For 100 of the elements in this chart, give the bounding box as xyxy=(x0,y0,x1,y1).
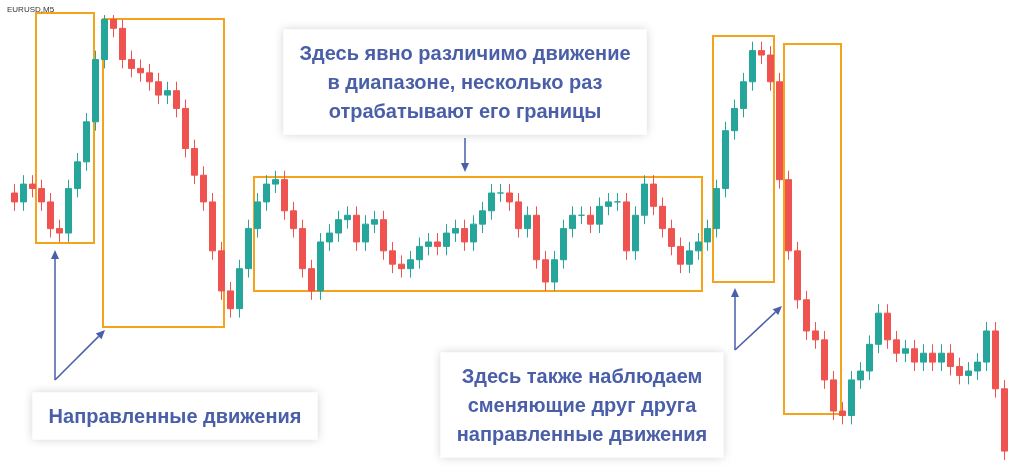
candlestick xyxy=(182,99,189,158)
candlestick xyxy=(245,219,252,279)
chart-title: EURUSD,M5 xyxy=(7,4,55,14)
candlestick xyxy=(20,174,27,212)
candlestick xyxy=(443,223,450,256)
candlestick xyxy=(506,183,513,212)
candlestick xyxy=(101,14,108,69)
candlestick xyxy=(344,205,351,230)
candlestick xyxy=(146,63,153,92)
candlestick xyxy=(713,179,720,238)
candlestick xyxy=(56,219,63,243)
candlestick xyxy=(29,174,36,198)
candlestick xyxy=(704,219,711,252)
candlestick xyxy=(407,250,414,279)
candlestick xyxy=(290,201,297,238)
candlestick xyxy=(191,139,198,185)
candlestick xyxy=(767,45,774,92)
candlestick xyxy=(758,41,765,65)
candlestick xyxy=(749,41,756,92)
candlestick xyxy=(569,205,576,238)
candlestick xyxy=(371,210,378,234)
candlestick xyxy=(884,303,891,350)
candlestick xyxy=(380,210,387,261)
annotation: Здесь также наблюдаем сменяющие друг друга направленные движения xyxy=(456,365,708,445)
candlestick xyxy=(110,14,117,38)
candlestick xyxy=(497,183,504,203)
candlestick xyxy=(668,219,675,256)
candlestick xyxy=(434,232,441,256)
candlestick xyxy=(533,205,540,270)
candlestick xyxy=(893,330,900,363)
candlestick xyxy=(65,179,72,243)
candlestick xyxy=(938,343,945,372)
candlestick xyxy=(389,241,396,274)
candlestick xyxy=(956,357,963,385)
candlestick xyxy=(731,99,738,141)
candlestick xyxy=(632,205,639,261)
candlestick xyxy=(83,112,90,172)
candlestick xyxy=(200,165,207,212)
candlestick xyxy=(326,223,333,252)
candlestick xyxy=(596,196,603,234)
candlestick xyxy=(623,192,630,261)
candlestick xyxy=(578,205,585,225)
candlestick xyxy=(281,170,288,221)
candlestick xyxy=(173,81,180,118)
candlestick xyxy=(47,192,54,238)
candlestick xyxy=(992,321,999,399)
annotation: Здесь явно различимо движение в диапазоне, несколько раз отрабатывают его границы xyxy=(299,42,631,122)
candlestick xyxy=(155,72,162,105)
candlestick xyxy=(677,237,684,274)
candlestick xyxy=(722,121,729,198)
candlestick xyxy=(650,174,657,216)
candlestick xyxy=(461,219,468,252)
candlestick xyxy=(911,339,918,372)
candlestick xyxy=(794,241,801,310)
candlestick xyxy=(830,370,837,421)
candlestick xyxy=(659,196,666,238)
candlestick xyxy=(38,179,45,212)
candlestick xyxy=(218,241,225,301)
candlestick xyxy=(641,174,648,225)
candlestick xyxy=(479,201,486,234)
candlestick xyxy=(1001,379,1008,461)
candlestick xyxy=(254,192,261,238)
candlestick xyxy=(227,281,234,319)
candlestick xyxy=(119,18,126,69)
candlestick xyxy=(614,192,621,212)
candlestick xyxy=(902,339,909,363)
candlestick xyxy=(308,259,315,301)
candlestick xyxy=(272,170,279,194)
candlestick xyxy=(425,232,432,256)
candlestick xyxy=(416,237,423,270)
candlestick xyxy=(857,361,864,390)
candlestick xyxy=(695,232,702,261)
candlestick xyxy=(164,81,171,105)
candlestick xyxy=(137,59,144,83)
candlestick xyxy=(317,232,324,301)
candlestick xyxy=(362,214,369,252)
candlestick xyxy=(560,219,567,270)
candlestick xyxy=(92,50,99,132)
candlestick xyxy=(470,214,477,252)
candlestick xyxy=(929,343,936,372)
candlestick xyxy=(812,321,819,350)
candlestick xyxy=(740,72,747,118)
candlestick xyxy=(524,205,531,238)
candlestick xyxy=(875,303,882,354)
candlestick xyxy=(128,50,135,78)
candlestick xyxy=(839,401,846,425)
candlestick xyxy=(947,343,954,376)
candlestick xyxy=(452,219,459,243)
candlestick xyxy=(515,192,522,238)
candlestick xyxy=(803,290,810,341)
candlestick xyxy=(551,250,558,292)
candlestick xyxy=(920,343,927,372)
candlestick xyxy=(353,205,360,252)
candlestick xyxy=(299,219,306,279)
candlestick xyxy=(848,370,855,425)
candlestick xyxy=(686,241,693,274)
annotation: Направленные движения xyxy=(48,405,302,427)
candlestick xyxy=(983,321,990,372)
candlestick xyxy=(263,174,270,212)
candlestick xyxy=(587,205,594,234)
